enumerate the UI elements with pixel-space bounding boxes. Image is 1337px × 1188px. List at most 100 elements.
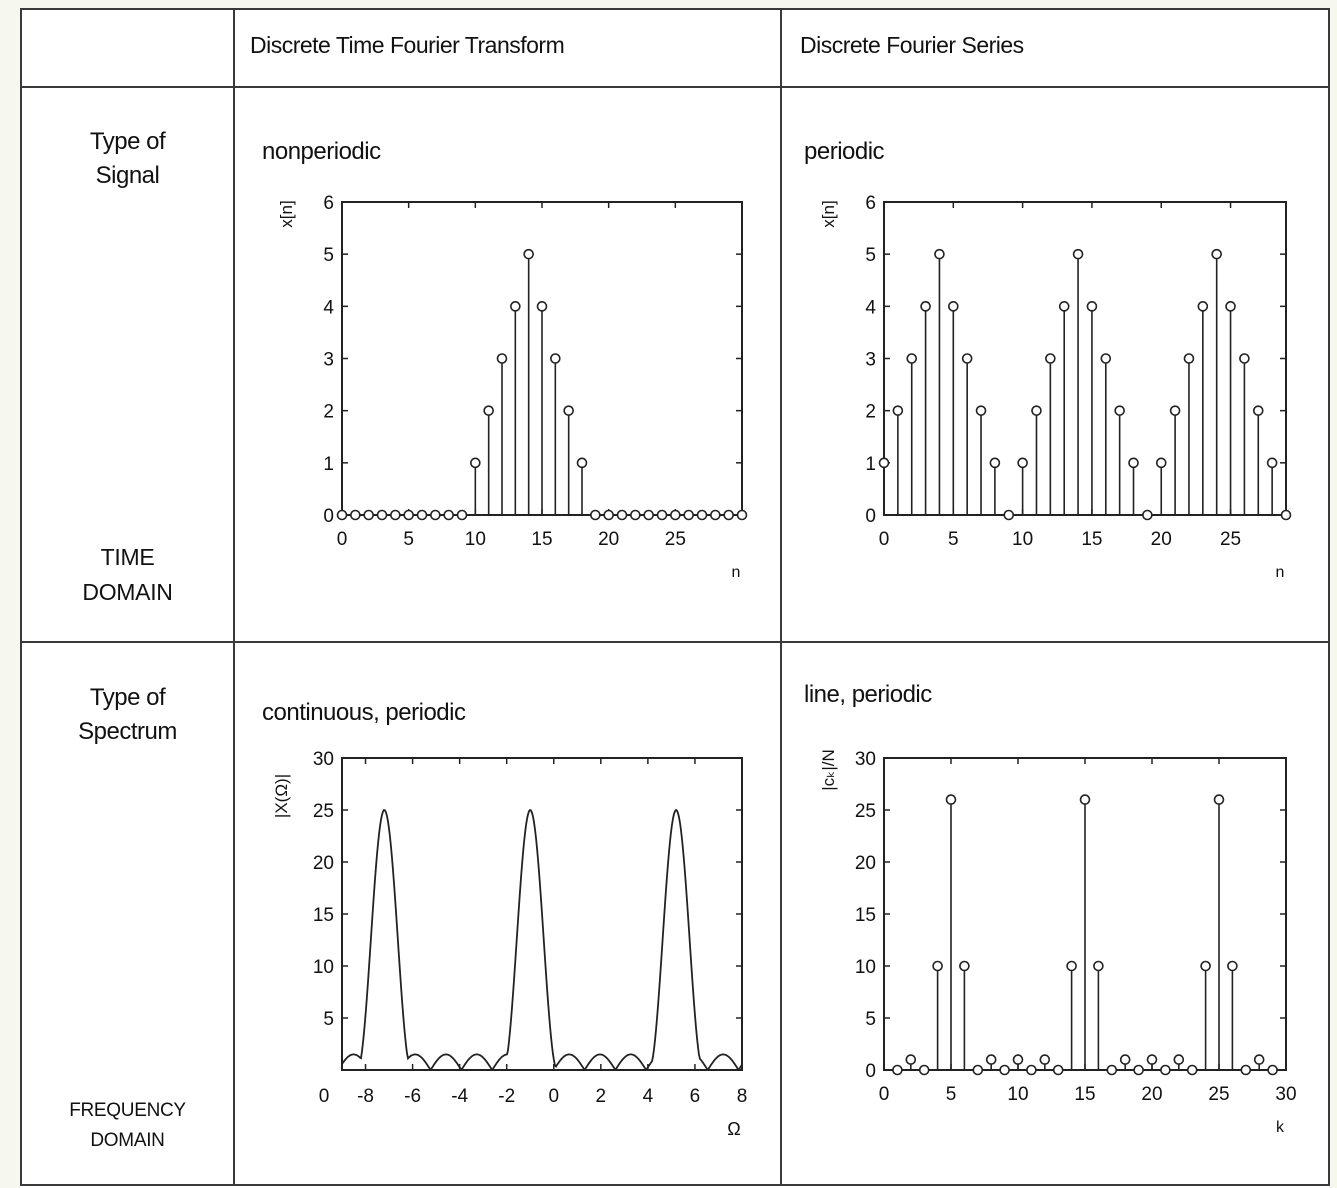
x-tick-label: 15 bbox=[531, 529, 552, 550]
stem-marker bbox=[536, 301, 548, 312]
x-tick-label: 30 bbox=[1275, 1084, 1296, 1105]
stem-marker bbox=[1039, 1054, 1051, 1065]
y-tick-label: 0 bbox=[323, 506, 334, 527]
x-axis-label: n bbox=[1276, 564, 1285, 581]
stem-marker bbox=[416, 509, 428, 521]
x-tick-label: 10 bbox=[465, 529, 486, 550]
stem-marker bbox=[336, 509, 348, 521]
row-label-line: Signal bbox=[95, 162, 160, 189]
y-tick-label: 2 bbox=[323, 402, 334, 423]
stem-marker bbox=[959, 960, 970, 972]
stem-marker bbox=[550, 353, 561, 364]
x-tick-label: 6 bbox=[690, 1086, 701, 1107]
stem-marker bbox=[670, 509, 681, 521]
stem-marker bbox=[932, 960, 943, 972]
stem-marker bbox=[630, 509, 641, 521]
y-axis-label: x[n] bbox=[819, 200, 838, 227]
stem-marker bbox=[1211, 248, 1222, 260]
y-tick-label: 10 bbox=[313, 957, 334, 978]
y-tick-label: 20 bbox=[855, 853, 876, 874]
cell-label-dtft-freq: continuous, periodic bbox=[262, 699, 466, 726]
dfs-time-stem-chart: 0 1 2 3 4 5 6 0 5 10 15 20 25 n x[n] bbox=[819, 193, 1292, 581]
column-header-dfs: Discrete Fourier Series bbox=[800, 32, 1024, 58]
y-tick-label: 5 bbox=[323, 1009, 334, 1030]
y-axis-label: |cₖ|/N bbox=[819, 749, 838, 791]
header-row-divider bbox=[20, 86, 1330, 88]
stem-marker bbox=[918, 1064, 930, 1076]
stem-marker bbox=[1200, 960, 1211, 972]
stem-marker bbox=[1160, 1064, 1171, 1076]
table-left-border bbox=[20, 8, 22, 1186]
stem-marker bbox=[1197, 301, 1209, 312]
y-tick-label: 1 bbox=[323, 454, 334, 475]
stem-marker bbox=[1239, 353, 1250, 364]
stem-marker bbox=[1146, 1054, 1158, 1065]
stem-marker bbox=[1213, 794, 1225, 805]
cell-label-dtft-time: nonperiodic bbox=[262, 138, 381, 165]
y-tick-label: 4 bbox=[865, 297, 876, 318]
stem-marker bbox=[948, 301, 959, 312]
stem-marker bbox=[1280, 509, 1292, 521]
stem-marker bbox=[510, 301, 521, 312]
stem-marker bbox=[443, 509, 454, 521]
stem-marker bbox=[456, 509, 468, 521]
stem-marker bbox=[999, 1064, 1010, 1076]
y-tick-label: 20 bbox=[313, 853, 334, 874]
x-tick-label: 15 bbox=[1074, 1084, 1095, 1105]
stem-marker bbox=[905, 1054, 917, 1065]
x-tick-label: 5 bbox=[946, 1084, 957, 1105]
row-label-line: Type of bbox=[89, 684, 166, 711]
stem-marker bbox=[1003, 509, 1015, 521]
stem-marker bbox=[1031, 405, 1042, 416]
y-tick-label: 3 bbox=[865, 350, 876, 371]
y-tick-label: 30 bbox=[313, 749, 334, 770]
stem-marker bbox=[934, 248, 945, 260]
stem-marker bbox=[470, 457, 481, 469]
x-tick-label: 15 bbox=[1081, 529, 1102, 550]
domain-label-line: DOMAIN bbox=[82, 579, 173, 605]
stem-marker bbox=[603, 509, 614, 521]
x-tick-label: 0 bbox=[337, 529, 348, 550]
stem-marker bbox=[723, 509, 734, 521]
x-tick-label: -6 bbox=[404, 1086, 421, 1107]
stem-marker bbox=[1093, 960, 1104, 972]
x-tick-label: 10 bbox=[1007, 1084, 1028, 1105]
stem-marker bbox=[1058, 301, 1070, 312]
x-tick-label: 5 bbox=[403, 529, 414, 550]
stem-marker bbox=[920, 301, 931, 312]
y-tick-label: 25 bbox=[855, 801, 876, 822]
y-tick-label: 25 bbox=[313, 801, 334, 822]
cell-label-dfs-freq: line, periodic bbox=[804, 681, 932, 708]
stem-marker bbox=[1100, 353, 1112, 364]
x-axis-label: k bbox=[1276, 1119, 1285, 1136]
x-tick-label: 0 bbox=[319, 1086, 330, 1107]
stem-marker bbox=[1114, 405, 1125, 416]
row-divider bbox=[20, 641, 1330, 643]
row-label-line: Type of bbox=[89, 128, 166, 155]
stem-marker bbox=[1267, 1064, 1278, 1076]
stem-marker bbox=[736, 509, 748, 521]
y-tick-label: 5 bbox=[865, 245, 876, 266]
stem-marker bbox=[892, 1064, 903, 1076]
stem-marker bbox=[363, 509, 374, 521]
dfs-spectrum-stem-chart: 0 5 10 15 20 25 30 0 5 10 15 20 25 30 k |cₖ|/N bbox=[819, 749, 1297, 1136]
x-tick-label: 20 bbox=[1151, 529, 1172, 550]
stem-marker bbox=[403, 509, 414, 521]
spectrum-curve bbox=[341, 808, 743, 1072]
y-tick-label: 30 bbox=[855, 749, 876, 770]
stem-marker bbox=[710, 509, 721, 521]
stem-marker bbox=[1253, 1054, 1265, 1065]
domain-label-line: TIME bbox=[100, 544, 155, 570]
table-top-border bbox=[20, 8, 1330, 10]
stem-marker bbox=[961, 353, 973, 364]
x-tick-label: 8 bbox=[737, 1086, 748, 1107]
stem-marker bbox=[350, 509, 361, 521]
stem-marker bbox=[1186, 1064, 1198, 1076]
stem-marker bbox=[892, 405, 904, 416]
stem-marker bbox=[1086, 301, 1098, 312]
x-tick-label: 10 bbox=[1012, 529, 1033, 550]
table-right-border bbox=[1328, 8, 1330, 1186]
stem-marker bbox=[1252, 405, 1264, 416]
y-tick-label: 15 bbox=[855, 905, 876, 926]
y-axis-label: |X(Ω)| bbox=[272, 774, 291, 818]
